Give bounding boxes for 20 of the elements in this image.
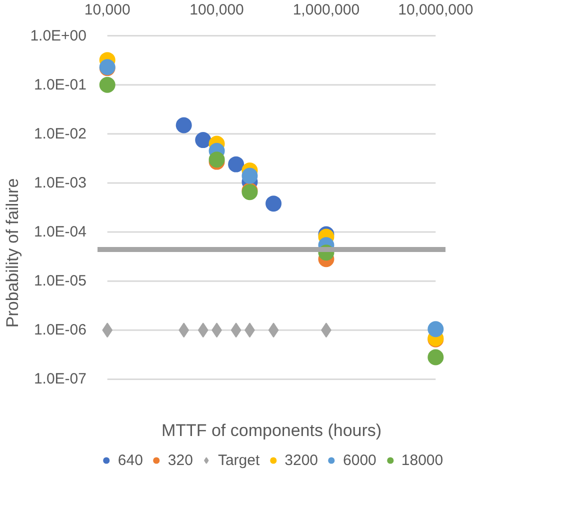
y-tick-label: 1.0E-03 — [34, 174, 87, 192]
y-tick-label: 1.0E-02 — [34, 125, 87, 142]
legend-label: 320 — [168, 452, 193, 468]
legend-label: 6000 — [343, 452, 376, 468]
x-tick-label: 100,000 — [190, 2, 244, 18]
y-axis-title: Probability of failure — [3, 178, 22, 328]
x-tick-label: 10,000,000 — [398, 2, 474, 18]
y-tick-label: 1.0E-01 — [34, 76, 87, 94]
x-tick-label: 1,000,000 — [292, 2, 360, 18]
x-tick-label: 10,000 — [84, 2, 130, 18]
y-tick-label: 1.0E-06 — [34, 322, 87, 339]
legend-label: 18000 — [401, 452, 444, 468]
y-tick-label: 1.0E-05 — [34, 272, 87, 290]
y-tick-label: 1.0E+00 — [30, 27, 87, 44]
x-axis-title: MTTF of components (hours) — [161, 420, 382, 440]
legend-label: 640 — [118, 452, 143, 468]
legend-label: 3200 — [284, 452, 318, 468]
y-tick-label: 1.0E-07 — [34, 370, 87, 388]
legend-label: Target — [218, 452, 260, 468]
y-tick-label: 1.0E-04 — [34, 224, 87, 241]
